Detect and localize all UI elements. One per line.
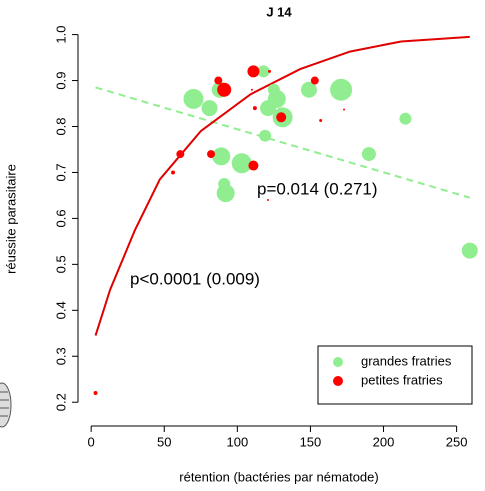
- x-tick-label: 100: [226, 434, 248, 449]
- legend-marker: [333, 376, 343, 386]
- x-tick-label: 50: [157, 434, 171, 449]
- point: [319, 119, 323, 123]
- point: [247, 65, 260, 78]
- y-tick-label: 0.3: [53, 347, 68, 365]
- point: [252, 106, 257, 111]
- legend-box: [317, 345, 473, 405]
- fit-line: [94, 35, 470, 336]
- point: [343, 108, 346, 111]
- y-tick-label: 0.4: [53, 301, 68, 319]
- x-tick-label: 150: [300, 434, 322, 449]
- legend-marker: [333, 357, 343, 367]
- point: [248, 160, 259, 171]
- point: [399, 112, 412, 125]
- bug-icon: [0, 382, 12, 428]
- point: [361, 147, 376, 162]
- point: [171, 170, 176, 175]
- fit-line: [95, 86, 471, 199]
- point: [310, 76, 319, 85]
- point: [176, 150, 185, 159]
- y-tick-label: 0.9: [53, 72, 68, 90]
- legend-label: petites fratries: [361, 372, 443, 387]
- point: [461, 242, 478, 259]
- point: [267, 69, 271, 73]
- point: [276, 112, 287, 123]
- point: [267, 199, 270, 202]
- y-tick-label: 0.5: [53, 255, 68, 273]
- annotation: p<0.0001 (0.009): [130, 269, 260, 288]
- point: [267, 89, 286, 108]
- point: [257, 65, 270, 78]
- y-tick-label: 0.2: [53, 393, 68, 411]
- point: [231, 153, 252, 174]
- point: [250, 88, 253, 91]
- y-tick-label: 0.6: [53, 209, 68, 227]
- point: [259, 129, 272, 142]
- point: [183, 88, 204, 109]
- point: [217, 82, 232, 97]
- point: [212, 147, 231, 166]
- point: [300, 81, 317, 98]
- y-axis-label: réussite parasitaire: [3, 164, 18, 274]
- point: [216, 184, 235, 203]
- x-tick-label: 0: [88, 434, 95, 449]
- point: [214, 76, 223, 85]
- chart-title: J 14: [266, 4, 292, 19]
- annotation: p=0.014 (0.271): [257, 179, 378, 198]
- point: [330, 78, 353, 101]
- y-tick-label: 0.7: [53, 163, 68, 181]
- x-tick-label: 250: [446, 434, 468, 449]
- point: [207, 150, 216, 159]
- legend-label: grandes fratries: [361, 353, 452, 368]
- x-tick-label: 200: [373, 434, 395, 449]
- y-tick-label: 1.0: [53, 26, 68, 44]
- point: [93, 391, 98, 396]
- x-axis-label: rétention (bactéries par nématode): [179, 469, 378, 484]
- point: [201, 100, 218, 117]
- y-tick-label: 0.8: [53, 117, 68, 135]
